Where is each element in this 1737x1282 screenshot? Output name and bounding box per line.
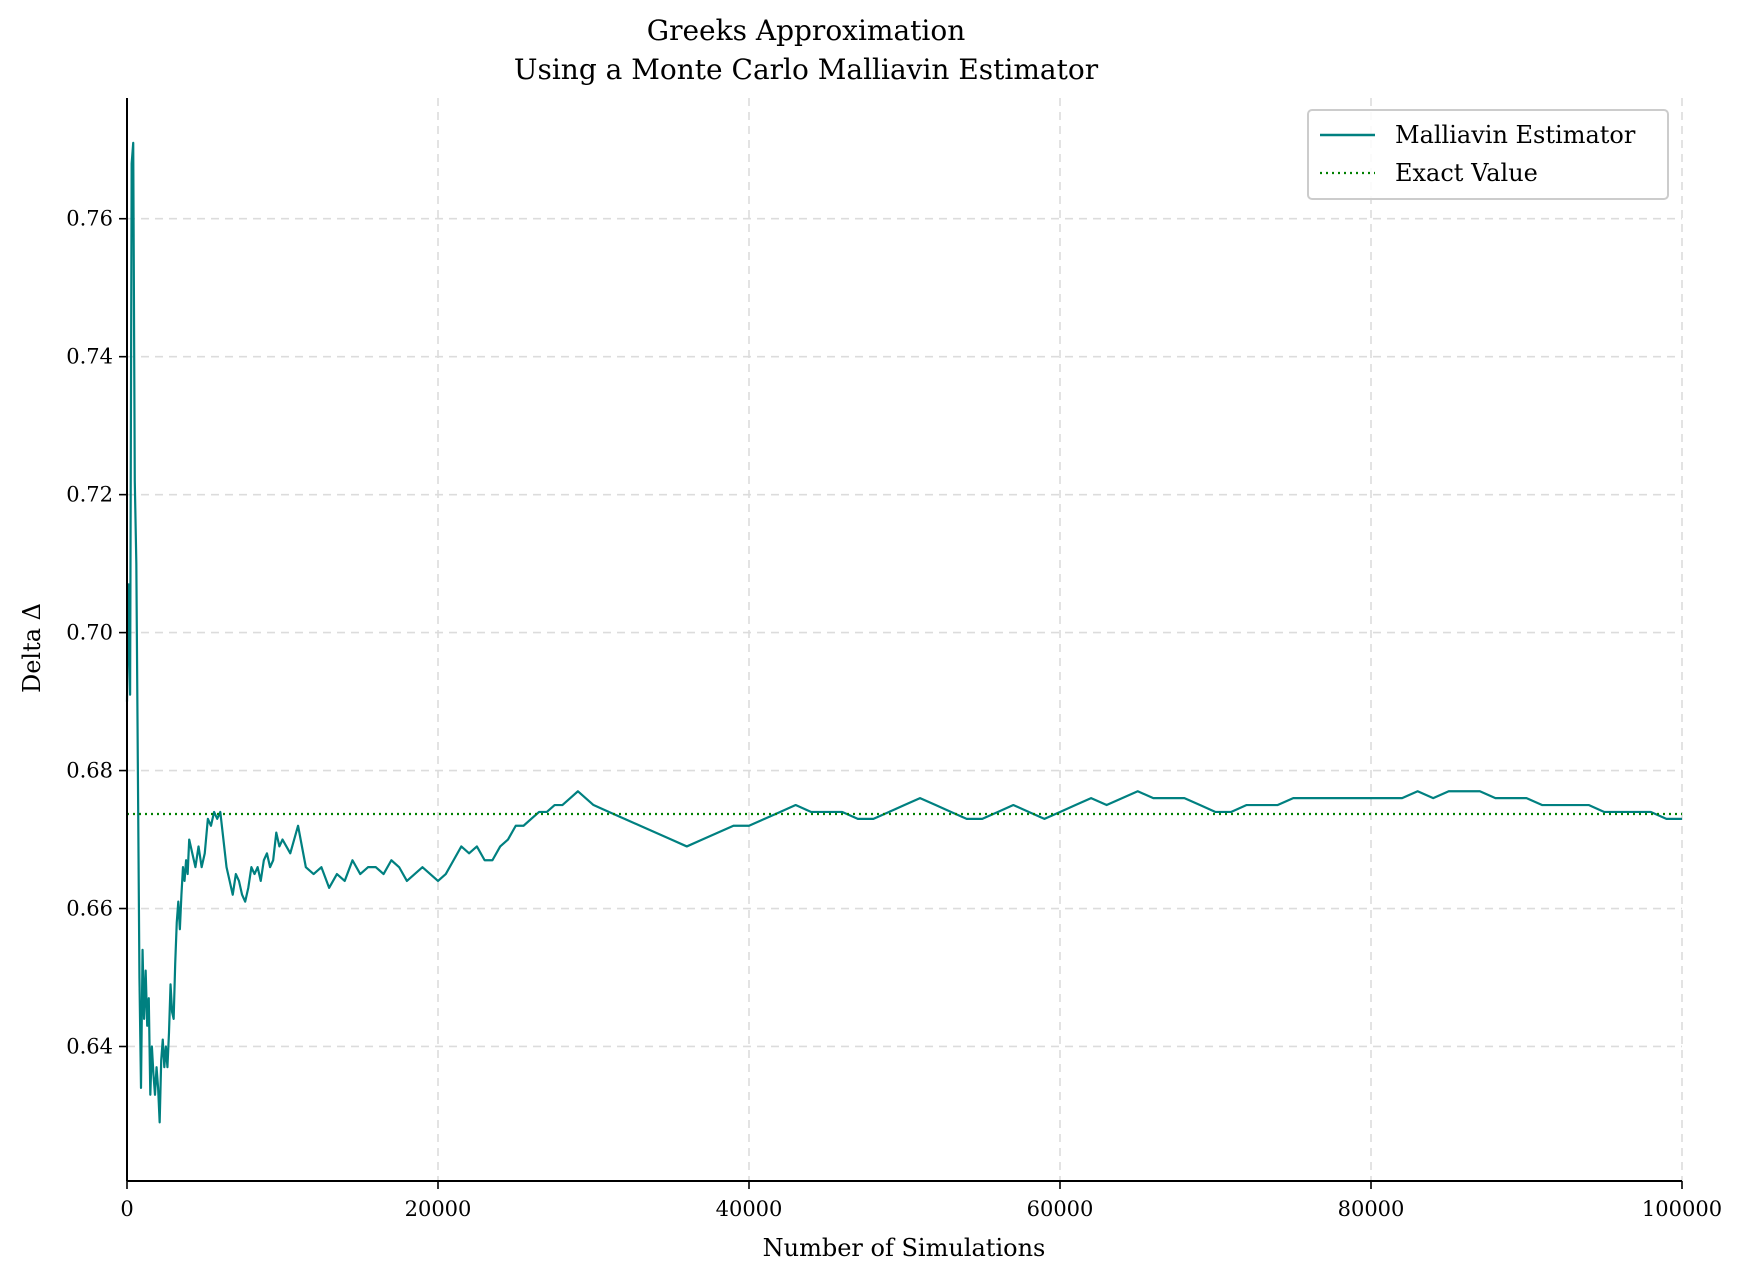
legend-label-exact: Exact Value [1395,159,1538,187]
y-tick-label: 0.66 [66,897,113,921]
x-tick-label: 60000 [1027,1197,1094,1221]
tick-labels: 0 20000 40000 60000 80000 100000 0.64 0.66 0.68 0… [66,207,1722,1221]
chart-title: Greeks Approximation [647,14,966,47]
x-tick-label: 0 [120,1197,133,1221]
chart-subtitle: Using a Monte Carlo Malliavin Estimator [514,53,1099,86]
x-tick-label: 100000 [1642,1197,1722,1221]
legend: Malliavin Estimator Exact Value [1307,109,1669,200]
grid [126,98,1683,1181]
legend-box [1307,109,1669,200]
y-axis-label: Delta Δ [18,603,46,693]
axes [119,98,1683,1189]
y-tick-label: 0.64 [66,1034,113,1058]
y-tick-label: 0.72 [66,483,113,507]
y-tick-label: 0.74 [66,345,113,369]
y-tick-label: 0.76 [66,207,113,231]
x-tick-label: 20000 [405,1197,472,1221]
x-tick-label: 80000 [1338,1197,1405,1221]
legend-label-malliavin: Malliavin Estimator [1395,121,1636,149]
x-tick-label: 40000 [716,1197,783,1221]
y-tick-label: 0.68 [66,759,113,783]
x-axis-label: Number of Simulations [763,1234,1046,1262]
series-line-malliavin [125,141,1682,1124]
y-tick-label: 0.70 [66,621,113,645]
series-layer [125,141,1682,1124]
